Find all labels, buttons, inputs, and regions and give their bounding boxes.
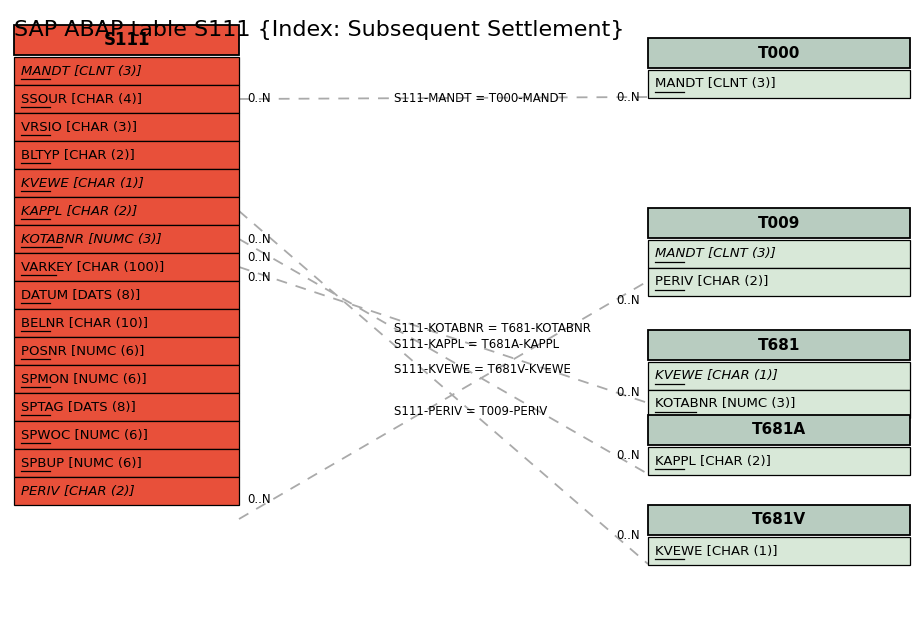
Text: MANDT [CLNT (3)]: MANDT [CLNT (3)] [655, 78, 775, 91]
Text: KVEWE [CHAR (1)]: KVEWE [CHAR (1)] [655, 370, 777, 383]
Text: KAPPL [CHAR (2)]: KAPPL [CHAR (2)] [655, 455, 771, 467]
Text: KOTABNR [NUMC (3)]: KOTABNR [NUMC (3)] [21, 233, 161, 246]
Text: 0..N: 0..N [247, 271, 271, 284]
FancyBboxPatch shape [648, 537, 910, 565]
FancyBboxPatch shape [648, 70, 910, 98]
FancyBboxPatch shape [14, 281, 239, 309]
Text: T681V: T681V [752, 512, 806, 527]
Text: VARKEY [CHAR (100)]: VARKEY [CHAR (100)] [21, 260, 164, 273]
FancyBboxPatch shape [14, 169, 239, 197]
FancyBboxPatch shape [648, 505, 910, 535]
FancyBboxPatch shape [14, 197, 239, 225]
Text: KOTABNR [NUMC (3)]: KOTABNR [NUMC (3)] [655, 397, 796, 410]
FancyBboxPatch shape [14, 225, 239, 253]
Text: 0..N: 0..N [616, 91, 640, 104]
FancyBboxPatch shape [648, 240, 910, 268]
FancyBboxPatch shape [14, 337, 239, 365]
Text: S111-PERIV = T009-PERIV: S111-PERIV = T009-PERIV [394, 405, 548, 419]
Text: S111: S111 [103, 31, 150, 49]
Text: S111-KOTABNR = T681-KOTABNR: S111-KOTABNR = T681-KOTABNR [394, 322, 591, 335]
FancyBboxPatch shape [14, 449, 239, 477]
Text: 0..N: 0..N [616, 529, 640, 542]
FancyBboxPatch shape [648, 390, 910, 418]
Text: 0..N: 0..N [616, 449, 640, 462]
Text: KAPPL [CHAR (2)]: KAPPL [CHAR (2)] [21, 204, 137, 217]
Text: T000: T000 [758, 46, 800, 60]
Text: PERIV [CHAR (2)]: PERIV [CHAR (2)] [21, 484, 134, 498]
Text: SPTAG [DATS (8)]: SPTAG [DATS (8)] [21, 401, 135, 413]
Text: 0..N: 0..N [247, 493, 271, 507]
Text: 0..N: 0..N [247, 251, 271, 264]
Text: POSNR [NUMC (6)]: POSNR [NUMC (6)] [21, 345, 145, 358]
Text: S111-MANDT = T000-MANDT: S111-MANDT = T000-MANDT [394, 91, 566, 105]
FancyBboxPatch shape [14, 477, 239, 505]
Text: SAP ABAP table S111 {Index: Subsequent Settlement}: SAP ABAP table S111 {Index: Subsequent S… [14, 20, 624, 40]
Text: 0..N: 0..N [247, 233, 271, 246]
Text: 0..N: 0..N [616, 294, 640, 307]
Text: SPBUP [NUMC (6)]: SPBUP [NUMC (6)] [21, 457, 142, 469]
FancyBboxPatch shape [648, 362, 910, 390]
FancyBboxPatch shape [14, 309, 239, 337]
Text: SSOUR [CHAR (4)]: SSOUR [CHAR (4)] [21, 93, 142, 105]
FancyBboxPatch shape [14, 141, 239, 169]
Text: BELNR [CHAR (10)]: BELNR [CHAR (10)] [21, 316, 148, 329]
FancyBboxPatch shape [648, 268, 910, 296]
Text: KVEWE [CHAR (1)]: KVEWE [CHAR (1)] [21, 176, 144, 190]
Text: MANDT [CLNT (3)]: MANDT [CLNT (3)] [21, 64, 142, 78]
Text: T009: T009 [758, 215, 800, 230]
FancyBboxPatch shape [14, 25, 239, 55]
FancyBboxPatch shape [648, 330, 910, 360]
Text: 0..N: 0..N [247, 93, 271, 105]
FancyBboxPatch shape [648, 447, 910, 475]
FancyBboxPatch shape [648, 415, 910, 445]
Text: 0..N: 0..N [616, 386, 640, 399]
Text: PERIV [CHAR (2)]: PERIV [CHAR (2)] [655, 275, 768, 289]
Text: S111-KAPPL = T681A-KAPPL: S111-KAPPL = T681A-KAPPL [394, 338, 560, 351]
FancyBboxPatch shape [648, 208, 910, 238]
FancyBboxPatch shape [14, 421, 239, 449]
Text: T681A: T681A [752, 422, 806, 437]
FancyBboxPatch shape [14, 365, 239, 393]
Text: S111-KVEWE = T681V-KVEWE: S111-KVEWE = T681V-KVEWE [394, 363, 571, 376]
Text: T681: T681 [758, 338, 800, 352]
Text: VRSIO [CHAR (3)]: VRSIO [CHAR (3)] [21, 120, 137, 134]
Text: BLTYP [CHAR (2)]: BLTYP [CHAR (2)] [21, 149, 134, 161]
FancyBboxPatch shape [648, 38, 910, 68]
Text: DATUM [DATS (8)]: DATUM [DATS (8)] [21, 289, 140, 302]
Text: KVEWE [CHAR (1)]: KVEWE [CHAR (1)] [655, 545, 777, 557]
Text: SPWOC [NUMC (6)]: SPWOC [NUMC (6)] [21, 428, 148, 442]
FancyBboxPatch shape [14, 85, 239, 113]
Text: MANDT [CLNT (3)]: MANDT [CLNT (3)] [655, 248, 775, 260]
FancyBboxPatch shape [14, 57, 239, 85]
FancyBboxPatch shape [14, 113, 239, 141]
FancyBboxPatch shape [14, 253, 239, 281]
Text: SPMON [NUMC (6)]: SPMON [NUMC (6)] [21, 372, 146, 386]
FancyBboxPatch shape [14, 393, 239, 421]
